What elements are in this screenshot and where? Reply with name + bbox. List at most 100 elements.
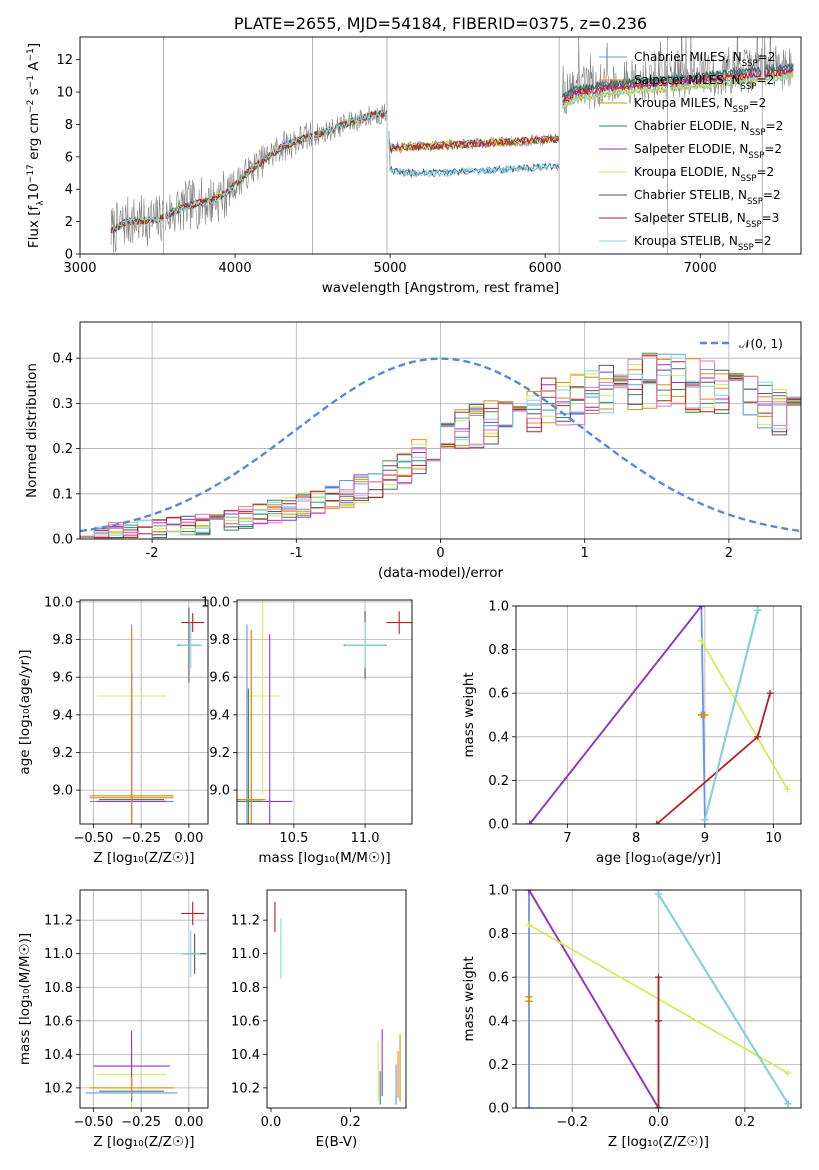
y-tick-label: 11.2 [44, 914, 73, 929]
legend-entry: Chabrier MILES, NSSP=2 [634, 50, 775, 69]
x-tick-label: 0 [436, 546, 444, 561]
axes-frame [79, 36, 802, 255]
axes-frame [236, 599, 413, 825]
y-tick-label: 0.0 [488, 1102, 509, 1117]
x-tick-label: 11.0 [351, 831, 380, 846]
weight-line [528, 890, 660, 1108]
axes-frame [79, 321, 802, 540]
x-axis-label: Z [log₁₀(Z/Z☉)] [608, 1134, 709, 1150]
legend-nssp-label: , N [725, 50, 742, 64]
legend-nssp-eq: = [763, 188, 773, 202]
axes-frame [79, 889, 209, 1109]
x-tick-label: 0.00 [174, 831, 203, 846]
y-tick-label: 0.6 [488, 971, 509, 986]
y-tick-label: 10.6 [44, 1014, 73, 1029]
y-axis-label-part: λ [36, 200, 46, 206]
age_vs_Z-plot-area [89, 607, 205, 824]
x-axis-label: Z [log₁₀(Z/Z☉)] [93, 1134, 194, 1150]
legend-nssp-eq: = [754, 234, 764, 248]
x-tick-label: 10.5 [279, 831, 308, 846]
legend-nssp-sub: SSP [747, 197, 763, 207]
legend-nssp-sub: SSP [742, 59, 758, 69]
y-tick-label: 0.2 [52, 442, 73, 457]
x-tick-label: 0.00 [174, 1115, 203, 1130]
y-tick-label: 10 [56, 86, 73, 101]
legend-nssp-label: , N [732, 142, 749, 156]
panel-age_vs_Z: −0.50 −0.25 0.00 9.0 9.2 9.4 9.6 9.8 10.0 Z [log₁… [17, 595, 209, 866]
y-tick-label: 10.8 [231, 981, 260, 996]
age_vs_mass-axes: 10.5 11.0 9.0 9.2 9.4 9.6 9.8 10.0 mass [log₁₀(M… [201, 595, 413, 866]
x-axis-label: wavelength [Angstrom, rest frame] [322, 280, 560, 296]
residual-legend: 𝒩(0, 1) [700, 337, 783, 351]
y-tick-label: 0.0 [52, 533, 73, 548]
spectrum-legend: Chabrier MILES, NSSP=2 Salpeter MILES, NS… [599, 50, 783, 253]
errorbar-point [89, 1077, 174, 1098]
legend-entry: Salpeter MILES, NSSP=2 [634, 73, 774, 92]
errorbar-point [237, 688, 263, 824]
errorbar-point [89, 628, 174, 824]
weight-marker [784, 1069, 792, 1077]
y-axis-label-part: s [26, 88, 42, 99]
age_vs_mass-plot-area [237, 600, 412, 824]
y-tick-label: 9.2 [52, 746, 73, 761]
errorbar-point [237, 630, 266, 824]
legend-nssp-sub: SSP [738, 243, 754, 253]
y-axis-label: Normed distribution [24, 363, 40, 498]
y-tick-label: 9.6 [209, 671, 230, 686]
residuals-plot-area [80, 352, 801, 539]
errorbar-point [386, 611, 412, 634]
weight_vs_Z-plot-area [525, 890, 792, 1108]
panel-weight_vs_age: 7 8 9 10 0.0 0.2 0.4 0.6 0.8 1.0 age [log₁₀(age/yr… [461, 600, 802, 866]
legend-nssp-eq: = [764, 142, 774, 156]
axes-frame [515, 605, 802, 825]
y-tick-label: 0.8 [488, 643, 509, 658]
weight-marker [766, 689, 774, 697]
weight-line [528, 606, 703, 824]
legend-entry: Chabrier STELIB, NSSP=2 [634, 188, 781, 207]
y-tick-label: 6 [65, 150, 73, 165]
x-tick-label: 0.0 [261, 1115, 282, 1130]
weight-marker [701, 816, 709, 824]
x-tick-label: 1 [581, 546, 589, 561]
y-tick-label: 0.4 [488, 1014, 509, 1029]
spectrum-axes: 3000 4000 5000 6000 7000 0 2 4 6 8 10 12 wavelength … [26, 14, 802, 296]
weight-marker [655, 1104, 662, 1108]
weight-marker [754, 606, 762, 614]
x-tick-label: −0.25 [121, 1115, 161, 1130]
y-axis-label-part: 10 [26, 183, 42, 200]
y-tick-label: 11.0 [231, 947, 260, 962]
x-tick-label: -1 [290, 546, 303, 561]
spectrum-plot-area [110, 37, 794, 254]
weight-marker [784, 1100, 792, 1108]
legend-nssp-label: , N [724, 165, 741, 179]
y-tick-label: 0.2 [488, 774, 509, 789]
y-axis-label-part: A [26, 61, 42, 75]
y-tick-label: 2 [65, 215, 73, 230]
x-tick-label: 6000 [529, 261, 562, 276]
x-tick-label: 0.0 [648, 1115, 669, 1130]
x-tick-label: 0.2 [735, 1115, 756, 1130]
y-tick-label: 10.4 [44, 1048, 73, 1063]
x-axis-label: Z [log₁₀(Z/Z☉)] [93, 850, 194, 866]
x-tick-label: 4000 [219, 261, 252, 276]
residual-histogram [80, 354, 801, 539]
residual-histogram [80, 355, 801, 539]
chart-title: PLATE=2655, MJD=54184, FIBERID=0375, z=0… [234, 14, 647, 33]
y-tick-label: 4 [65, 183, 73, 198]
y-tick-label: 10.8 [44, 981, 73, 996]
y-tick-label: 9.2 [209, 746, 230, 761]
weight-line [700, 640, 789, 790]
errorbar-point [345, 622, 385, 668]
legend-nssp-sub: SSP [741, 82, 757, 92]
weight-marker [525, 993, 533, 1001]
y-axis-label: mass [log₁₀(M/M☉)] [17, 933, 33, 1065]
panel-mass_vs_EBV: 0.0 0.2 10.2 10.4 10.6 10.8 11.0 11.2 E(B-V) [231, 889, 407, 1150]
legend-nssp-label: , N [729, 211, 746, 225]
legend-nssp-value: 2 [759, 96, 767, 110]
weight-marker [526, 820, 534, 824]
x-tick-label: 3000 [63, 261, 96, 276]
legend-entry: 𝒩(0, 1) [739, 337, 783, 351]
legend-nssp-value: 2 [776, 119, 784, 133]
y-tick-label: 0 [65, 248, 73, 263]
